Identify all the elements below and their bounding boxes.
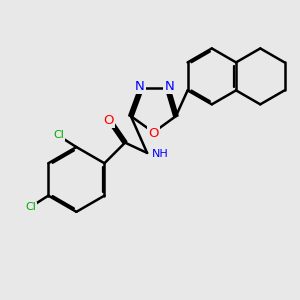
Text: NH: NH <box>152 149 168 159</box>
Text: Cl: Cl <box>25 202 36 212</box>
Text: N: N <box>135 80 145 93</box>
Text: N: N <box>164 80 174 93</box>
Text: O: O <box>148 127 159 140</box>
Text: Cl: Cl <box>53 130 64 140</box>
Text: O: O <box>103 114 114 127</box>
